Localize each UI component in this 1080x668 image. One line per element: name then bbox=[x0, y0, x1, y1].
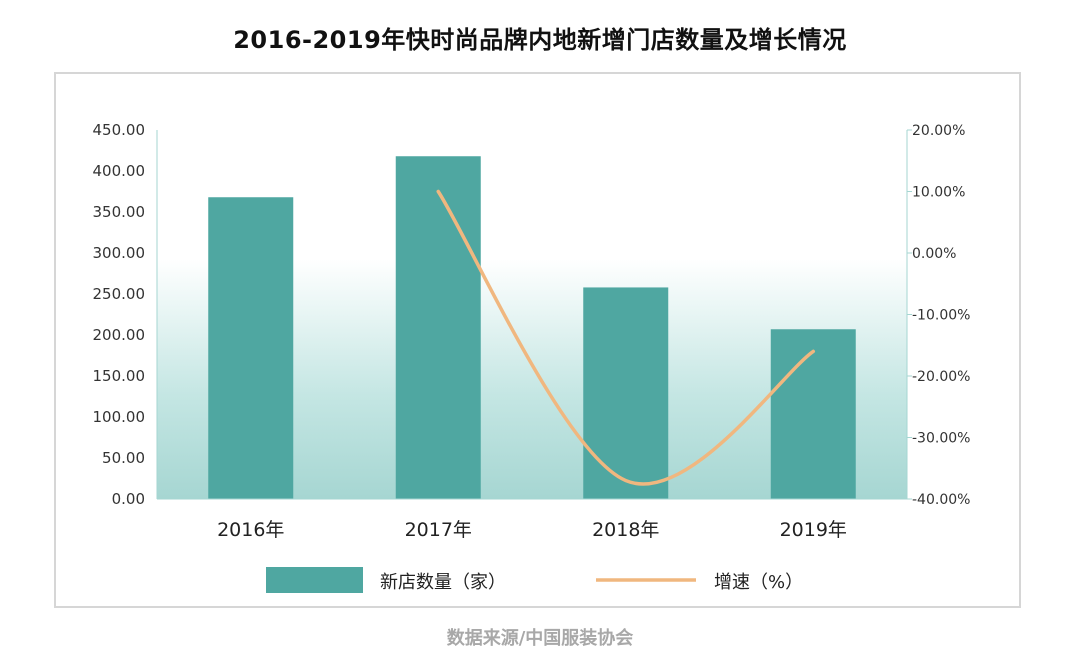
left-tick-label: 300.00 bbox=[93, 244, 146, 262]
chart-title: 2016-2019年快时尚品牌内地新增门店数量及增长情况 bbox=[233, 26, 847, 54]
right-tick-label: -20.00% bbox=[912, 369, 970, 385]
left-tick-label: 400.00 bbox=[93, 162, 146, 180]
line-series bbox=[436, 189, 815, 486]
right-tick-label: 20.00% bbox=[912, 123, 965, 139]
right-tick-label: -10.00% bbox=[912, 308, 970, 324]
x-tick-label: 2019年 bbox=[780, 519, 847, 541]
x-axis: 2016年 2017年 2018年 2019年 bbox=[157, 498, 907, 541]
bar bbox=[583, 287, 669, 499]
growth-line bbox=[436, 189, 815, 486]
x-tick-label: 2018年 bbox=[592, 519, 659, 541]
legend-line-label: 增速（%） bbox=[714, 572, 803, 593]
source-note: 数据来源/中国服装协会 bbox=[446, 628, 634, 649]
left-tick-label: 100.00 bbox=[93, 408, 146, 426]
left-tick-label: 350.00 bbox=[93, 203, 146, 221]
bar bbox=[770, 329, 856, 499]
left-axis: 0.00 50.00 100.00 150.00 200.00 250.00 300.00 3… bbox=[93, 121, 158, 508]
x-tick-label: 2017年 bbox=[405, 519, 472, 541]
left-tick-label: 200.00 bbox=[93, 326, 146, 344]
right-axis: -40.00% -30.00% -20.00% -10.00% 0.00% 10.00% 2… bbox=[906, 123, 970, 508]
bar-series bbox=[208, 156, 856, 500]
right-tick-label: -30.00% bbox=[912, 431, 970, 447]
left-tick-label: 50.00 bbox=[102, 449, 145, 467]
x-tick-label: 2016年 bbox=[217, 519, 284, 541]
right-tick-label: 10.00% bbox=[912, 185, 965, 201]
left-tick-label: 0.00 bbox=[112, 490, 145, 508]
legend-bar-label: 新店数量（家） bbox=[380, 572, 506, 593]
bar bbox=[208, 197, 294, 500]
right-tick-label: 0.00% bbox=[912, 246, 956, 262]
left-tick-label: 150.00 bbox=[93, 367, 146, 385]
bar bbox=[395, 156, 481, 500]
left-tick-label: 250.00 bbox=[93, 285, 146, 303]
legend: 新店数量（家） 增速（%） bbox=[266, 567, 803, 593]
legend-bar-swatch bbox=[266, 567, 363, 593]
right-tick-label: -40.00% bbox=[912, 492, 970, 508]
left-tick-label: 450.00 bbox=[93, 121, 146, 139]
